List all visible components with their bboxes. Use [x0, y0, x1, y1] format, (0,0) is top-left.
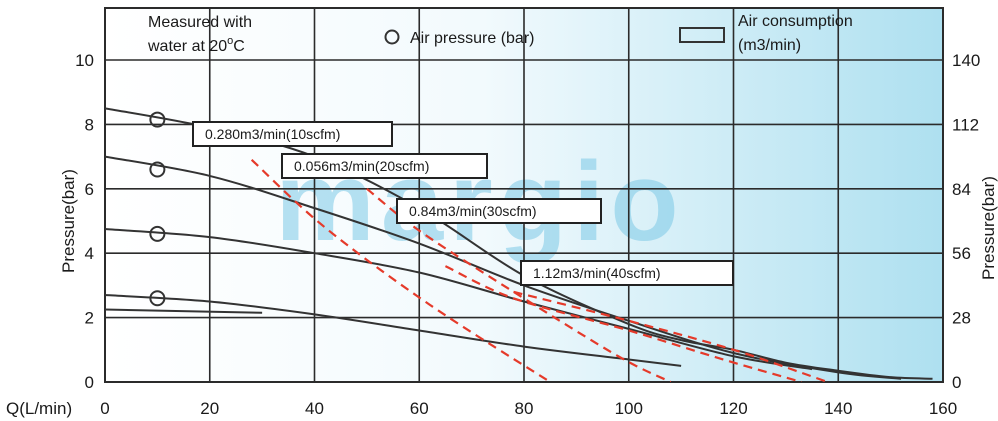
- legend-note-degree: o: [227, 35, 233, 47]
- consumption-callout-box: [281, 153, 488, 179]
- consumption-callout-label: 1.12m3/min(40scfm): [533, 265, 661, 281]
- legend-note-unit: C: [233, 38, 245, 55]
- legend: Measured with water at 20oC Air pressure…: [147, 13, 853, 55]
- air-pressure-marker: [149, 111, 166, 128]
- y-axis-label-right: Pressure(bar): [979, 176, 998, 280]
- x-tick-label: 40: [305, 399, 324, 418]
- x-tick-label: 100: [615, 399, 643, 418]
- air-consumption-line: [250, 159, 551, 382]
- x-tick-label: 80: [515, 399, 534, 418]
- y-tick-label-right: 56: [952, 244, 971, 263]
- x-tick-label: 60: [410, 399, 429, 418]
- y-tick-label-left: 2: [85, 309, 94, 328]
- y-axis-label-left: Pressure(bar): [59, 169, 78, 273]
- x-axis-label: Q(L/min): [6, 399, 72, 418]
- performance-curve: [105, 228, 813, 371]
- y-tick-label-left: 6: [85, 180, 94, 199]
- legend-air-pressure: Air pressure (bar): [410, 30, 534, 47]
- x-tick-label: 20: [200, 399, 219, 418]
- performance-curve: [105, 155, 902, 380]
- x-tick-label: 140: [824, 399, 852, 418]
- air-pressure-legend-icon: [384, 29, 400, 45]
- consumption-callout-label: 0.280m3/min(10scfm): [205, 126, 340, 142]
- y-tick-label-left: 4: [85, 244, 94, 263]
- performance-curve: [105, 294, 682, 367]
- y-tick-label-left: 10: [75, 51, 94, 70]
- x-tick-label: 160: [929, 399, 957, 418]
- y-tick-label-right: 0: [952, 373, 961, 392]
- performance-curve: [105, 308, 263, 314]
- consumption-callout-box: [520, 260, 734, 286]
- x-tick-label: 0: [100, 399, 109, 418]
- y-tick-label-left: 8: [85, 115, 94, 134]
- legend-note-line2: water at 20oC: [147, 35, 245, 55]
- consumption-callout-box: [396, 198, 602, 224]
- legend-note-line1: Measured with: [148, 14, 252, 31]
- air-consumption-line: [444, 265, 802, 382]
- y-tick-label-right: 28: [952, 309, 971, 328]
- consumption-callout-label: 0.056m3/min(20scfm): [294, 158, 429, 174]
- legend-note-text: water at 20: [147, 38, 227, 55]
- consumption-callout-box: [192, 121, 393, 147]
- ticks-layer: 0 20 40 60 80 100 120 140 1600246810028568411214…: [75, 51, 980, 418]
- consumption-callout-label: 0.84m3/min(30scfm): [409, 203, 537, 219]
- legend-air-consumption-line1: Air consumption: [738, 13, 853, 30]
- air-consumption-line: [513, 290, 829, 382]
- callouts-layer: 0.280m3/min(10scfm) 0.056m3/min(20scfm) 0.…: [192, 121, 734, 286]
- air-consumption-legend-icon: [679, 27, 725, 43]
- air-pressure-marker: [149, 161, 166, 178]
- y-tick-label-left: 0: [85, 373, 94, 392]
- legend-air-consumption-line2: (m3/min): [738, 37, 801, 54]
- y-tick-label-right: 84: [952, 180, 971, 199]
- y-tick-label-right: 140: [952, 51, 980, 70]
- y-tick-label-right: 112: [952, 115, 979, 134]
- x-tick-label: 120: [719, 399, 747, 418]
- air-pressure-marker: [149, 290, 166, 307]
- air-pressure-marker: [149, 225, 166, 242]
